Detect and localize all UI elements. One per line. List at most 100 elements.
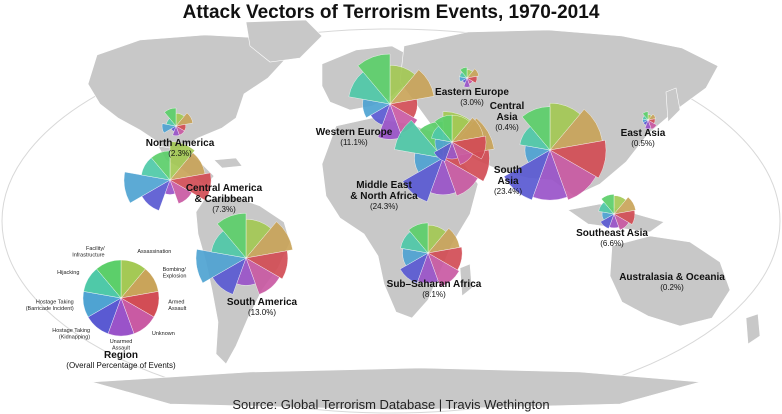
western-europe-facility-infrastructure-slice [357,53,391,105]
legend-unarmed-assault-label: Assault [112,346,131,352]
south-america-unknown-slice [245,257,280,295]
south-asia-hostage-taking-kidnapping-slice [503,149,551,201]
western-europe-label: Western Europe [316,127,393,138]
southeast-asia-hostage-taking-kidnapping-slice [600,213,615,229]
south-america-glyph [195,213,293,295]
eastern-europe-unarmed-assault-slice [463,77,471,88]
central-america-caribbean-armed-assault-slice [169,172,212,201]
north-america-facility-infrastructure-slice [164,107,177,127]
sub-saharan-africa-glyph [399,222,463,288]
middle-east-north-africa-unknown-slice [442,157,479,197]
central-asia-armed-assault-slice [451,135,487,160]
eastern-europe-percentage: (3.0%) [460,98,484,107]
legend-hostage-taking-barricade-incident-label: Hostage Taking [36,299,74,305]
sub-saharan-africa-facility-infrastructure-slice [408,222,429,254]
central-asia-hostage-taking-kidnapping-slice [433,141,453,162]
middle-east-north-africa-percentage: (24.3%) [370,202,398,211]
legend-armed-assault-label: Armed [168,299,184,305]
central-asia-label: Asia [496,112,518,123]
central-america-caribbean-label: & Caribbean [195,194,254,205]
central-asia-glyph [431,114,487,165]
legend-bombing-explosion-label: Explosion [163,274,187,280]
japan-landmass [665,87,681,123]
eastern-europe-glyph [459,67,480,88]
central-america-caribbean-hostage-taking-barricade-incident-slice [123,171,171,204]
southeast-asia-armed-assault-slice [613,210,636,225]
north-america-percentage: (2.3%) [168,149,192,158]
legend-armed-assault-label: Assault [168,306,187,312]
australasia-oceania-label: Australasia & Oceania [619,272,725,283]
eastern-europe-facility-infrastructure-slice [459,67,468,79]
south-america-armed-assault-slice [245,250,288,280]
southeast-asia-glyph [598,194,636,231]
middle-east-north-africa-hijacking-slice [394,119,444,159]
caribbean-landmass [213,157,243,169]
label-layer: North America(2.3%) Central America& Cari… [146,87,726,317]
south-asia-label: South [494,165,522,176]
southeast-asia-facility-infrastructure-slice [601,194,615,215]
central-asia-percentage: (0.4%) [495,123,519,132]
north-america-glyph [161,107,194,137]
sub-saharan-africa-unknown-slice [427,252,460,288]
south-america-facility-infrastructure-slice [216,213,247,259]
south-america-percentage: (13.0%) [248,308,276,317]
south-asia-glyph [503,102,607,201]
central-asia-facility-infrastructure-slice [434,114,453,143]
sub-saharan-africa-hostage-taking-kidnapping-slice [399,252,429,284]
central-america-caribbean-unknown-slice [169,179,193,204]
central-america-caribbean-assassination-slice [169,141,196,181]
legend-subheading: (Overall Percentage of Events) [66,361,176,370]
north-america-hostage-taking-barricade-incident-slice [161,123,177,134]
southeast-asia-percentage: (6.6%) [600,239,624,248]
middle-east-north-africa-label: & North Africa [350,191,418,202]
legend-hostage-taking-kidnapping-label: Hostage Taking [52,328,90,334]
legend-hostage-taking-barricade-incident-label: (Barricade Incident) [26,306,74,312]
east-asia-percentage: (0.5%) [631,139,655,148]
new-zealand-landmass [745,313,761,345]
legend-hostage-taking-kidnapping-label: (Kidnapping) [59,334,90,340]
southeast-asia-unknown-slice [613,213,630,231]
south-asia-facility-infrastructure-slice [521,106,551,151]
east-asia-unarmed-assault-slice [644,119,652,130]
map-title: Attack Vectors of Terrorism Events, 1970… [182,2,600,23]
east-asia-bombing-explosion-slice [647,113,656,121]
legend-assassination-label: Assassination [137,249,171,255]
sub-saharan-africa-label: Sub–Saharan Africa [387,279,482,290]
legend-facility-infrastructure-slice [96,259,122,299]
central-america-caribbean-percentage: (7.3%) [212,205,236,214]
east-asia-glyph [642,111,657,130]
middle-east-north-africa-label: Middle East [356,180,412,191]
south-asia-armed-assault-slice [549,140,607,179]
antarctica-landmass [91,367,701,411]
eastern-europe-bombing-explosion-slice [466,68,480,79]
middle-east-north-africa-hostage-taking-kidnapping-slice [402,157,444,202]
north-america-bombing-explosion-slice [175,112,194,127]
australia-landmass [609,235,731,327]
eastern-europe-armed-assault-slice [466,76,478,84]
greenland-landmass [245,19,323,63]
east-asia-facility-infrastructure-slice [642,111,649,121]
legend-heading: Region [104,350,138,361]
legend: Bombing/ExplosionAssassinationArmedAssau… [26,246,187,370]
south-america-bombing-explosion-slice [245,221,293,259]
central-america-caribbean-glyph [123,141,212,211]
central-america-caribbean-label: Central America [186,183,263,194]
legend-hijacking-label: Hijacking [57,270,79,276]
legend-unknown-label: Unknown [152,331,175,337]
central-america-caribbean-facility-infrastructure-slice [151,150,171,181]
legend-bombing-explosion-label: Bombing/ [163,267,187,273]
south-asia-percentage: (23.4%) [494,187,522,196]
south-america-label: South America [227,297,298,308]
western-europe-bombing-explosion-slice [389,69,435,105]
south-america-hostage-taking-barricade-incident-slice [195,249,247,284]
south-asia-unknown-slice [549,149,597,201]
south-asia-label: Asia [497,176,519,187]
western-europe-glyph [348,53,435,140]
sub-saharan-africa-percentage: (8.1%) [422,290,446,299]
glyph-layer [123,53,657,295]
legend-facility-infrastructure-label: Facility/ [86,246,105,252]
central-asia-unknown-slice [451,141,474,165]
southeast-asia-label: Southeast Asia [576,228,648,239]
source-caption: Source: Global Terrorism Database | Trav… [232,397,550,412]
